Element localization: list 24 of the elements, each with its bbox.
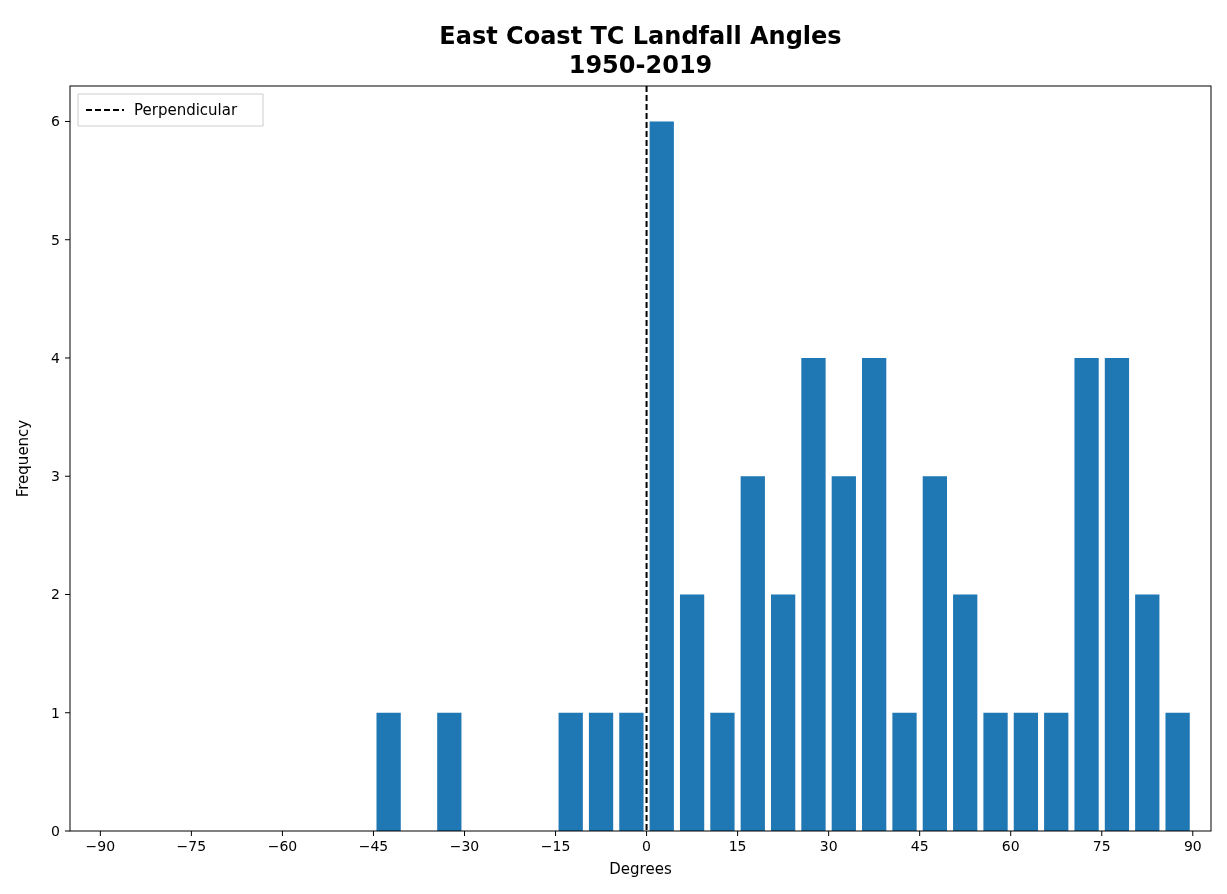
y-axis-title: Frequency [14, 419, 32, 498]
y-tick-label: 4 [51, 349, 61, 366]
x-tick-label: 90 [1183, 838, 1202, 854]
y-tick-label: 1 [51, 704, 60, 721]
y-tick-label: 3 [51, 468, 60, 485]
x-tick-label: 15 [728, 838, 747, 854]
y-tick-label: 6 [51, 113, 61, 130]
y-tick-label: 0 [51, 822, 60, 839]
y-tick-label: 2 [51, 586, 60, 603]
x-tick-label: 0 [642, 838, 652, 854]
x-tick-label: −45 [358, 838, 389, 854]
x-tick-label: −75 [176, 838, 207, 854]
x-tick-label: 30 [819, 838, 838, 854]
ref-line-label: Perpendicular [134, 101, 238, 120]
x-axis-title: Degrees [609, 860, 672, 878]
x-tick-label: −60 [267, 838, 298, 854]
x-tick-label: 75 [1092, 838, 1111, 854]
x-tick-label: 60 [1001, 838, 1020, 854]
chart-title: East Coast TC Landfall Angles 1950-2019 [439, 22, 842, 79]
x-tick-label: −90 [85, 838, 116, 854]
x-tick-label: −30 [449, 838, 480, 854]
x-tick-label: −15 [540, 838, 571, 854]
y-tick-label: 5 [51, 231, 60, 248]
x-tick-label: 45 [910, 838, 929, 854]
